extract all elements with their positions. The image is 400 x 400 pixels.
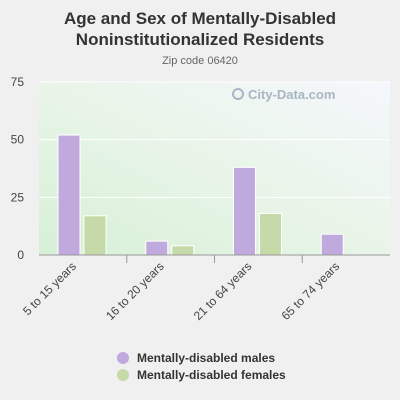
y-tick-label: 0 xyxy=(17,248,24,262)
x-tick-label: 5 to 15 years xyxy=(20,259,79,318)
legend-item-females: Mentally-disabled females xyxy=(117,367,286,383)
bar-males xyxy=(57,134,81,256)
bar-males xyxy=(145,240,169,256)
y-tick-label: 75 xyxy=(11,75,25,89)
bar-females xyxy=(171,245,195,256)
legend-item-males: Mentally-disabled males xyxy=(117,350,286,366)
legend-swatch-females xyxy=(117,369,129,381)
chart-title: Age and Sex of Mentally-Disabled Noninst… xyxy=(63,9,337,49)
y-tick-label: 50 xyxy=(11,133,25,147)
legend-swatch-males xyxy=(117,352,129,364)
x-tick-label: 16 to 20 years xyxy=(103,259,167,323)
bar-males xyxy=(233,166,256,256)
x-tick-label: 65 to 74 years xyxy=(279,259,343,323)
bar-females xyxy=(83,215,107,256)
legend-label-males: Mentally-disabled males xyxy=(137,351,276,365)
legend: Mentally-disabled males Mentally-disable… xyxy=(117,350,286,384)
legend-label-females: Mentally-disabled females xyxy=(137,368,286,382)
x-tick-label: 21 to 64 years xyxy=(191,259,255,323)
bar-females xyxy=(259,212,282,256)
watermark: City-Data.com xyxy=(232,87,335,102)
y-tick-label: 25 xyxy=(11,190,25,204)
gridlines xyxy=(39,81,390,198)
chart-subtitle: Zip code 06420 xyxy=(162,55,238,67)
magnifier-icon xyxy=(232,88,244,100)
bar-males xyxy=(320,233,344,256)
